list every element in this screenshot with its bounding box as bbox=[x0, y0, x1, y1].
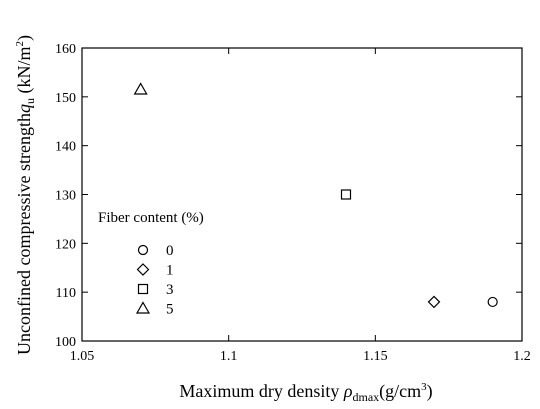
legend-label: 0 bbox=[166, 243, 174, 259]
legend-marker-triangle bbox=[135, 301, 151, 314]
y-axis-title: Unconfined compressive strengthqu (kN/m2… bbox=[14, 35, 37, 355]
x-tick-label: 1.1 bbox=[220, 349, 238, 364]
x-tick-label: 1.05 bbox=[70, 349, 95, 364]
legend-label: 3 bbox=[166, 282, 174, 298]
data-point-diamond bbox=[427, 295, 441, 309]
y-tick-label: 150 bbox=[55, 91, 76, 106]
legend-label: 1 bbox=[166, 263, 174, 279]
data-point-circle bbox=[487, 296, 498, 308]
legend-marker-square bbox=[137, 283, 149, 295]
y-tick-label: 130 bbox=[55, 189, 76, 204]
legend: Fiber content (%) 0 1 3 5 bbox=[98, 210, 204, 318]
legend-marker-circle bbox=[137, 244, 149, 256]
plot-frame bbox=[81, 47, 523, 342]
data-point-square bbox=[340, 189, 352, 200]
y-tick-label: 140 bbox=[55, 140, 76, 155]
legend-marker-diamond bbox=[136, 263, 150, 276]
legend-label: 5 bbox=[166, 302, 174, 318]
data-point-triangle bbox=[133, 82, 148, 95]
y-tick-label: 120 bbox=[55, 237, 76, 252]
x-tick-label: 1.15 bbox=[363, 349, 388, 364]
y-tick-label: 100 bbox=[55, 335, 76, 350]
legend-title: Fiber content (%) bbox=[98, 210, 204, 226]
x-axis-title: Maximum dry density ρdmax(g/cm3) bbox=[179, 381, 432, 404]
axis-titles: Maximum dry density ρdmax(g/cm3) Unconfi… bbox=[14, 35, 433, 404]
x-tick-label: 1.2 bbox=[513, 349, 531, 364]
y-tick-label: 160 bbox=[55, 42, 76, 57]
y-tick-label: 110 bbox=[56, 286, 76, 301]
